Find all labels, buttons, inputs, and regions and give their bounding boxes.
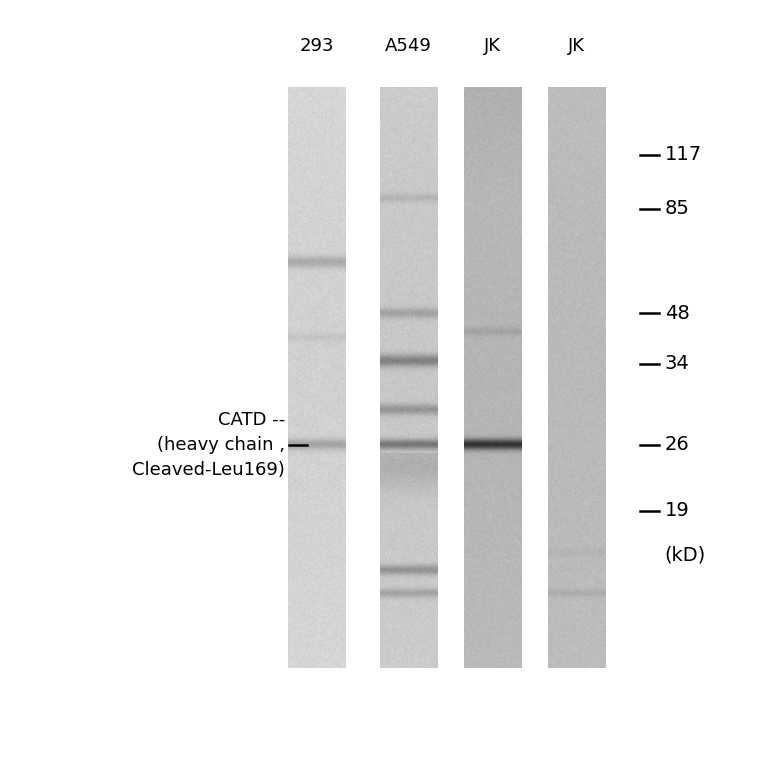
Text: CATD --
(heavy chain ,
Cleaved-Leu169): CATD -- (heavy chain , Cleaved-Leu169) xyxy=(132,411,285,479)
Text: 117: 117 xyxy=(665,145,702,164)
Text: 85: 85 xyxy=(665,199,690,219)
Text: 19: 19 xyxy=(665,501,689,520)
Text: JK: JK xyxy=(484,37,501,55)
Text: JK: JK xyxy=(568,37,585,55)
Text: A549: A549 xyxy=(385,37,432,55)
Text: 48: 48 xyxy=(665,303,689,322)
Text: 26: 26 xyxy=(665,435,689,455)
Text: 293: 293 xyxy=(299,37,335,55)
Text: 34: 34 xyxy=(665,354,689,373)
Text: (kD): (kD) xyxy=(665,545,706,565)
